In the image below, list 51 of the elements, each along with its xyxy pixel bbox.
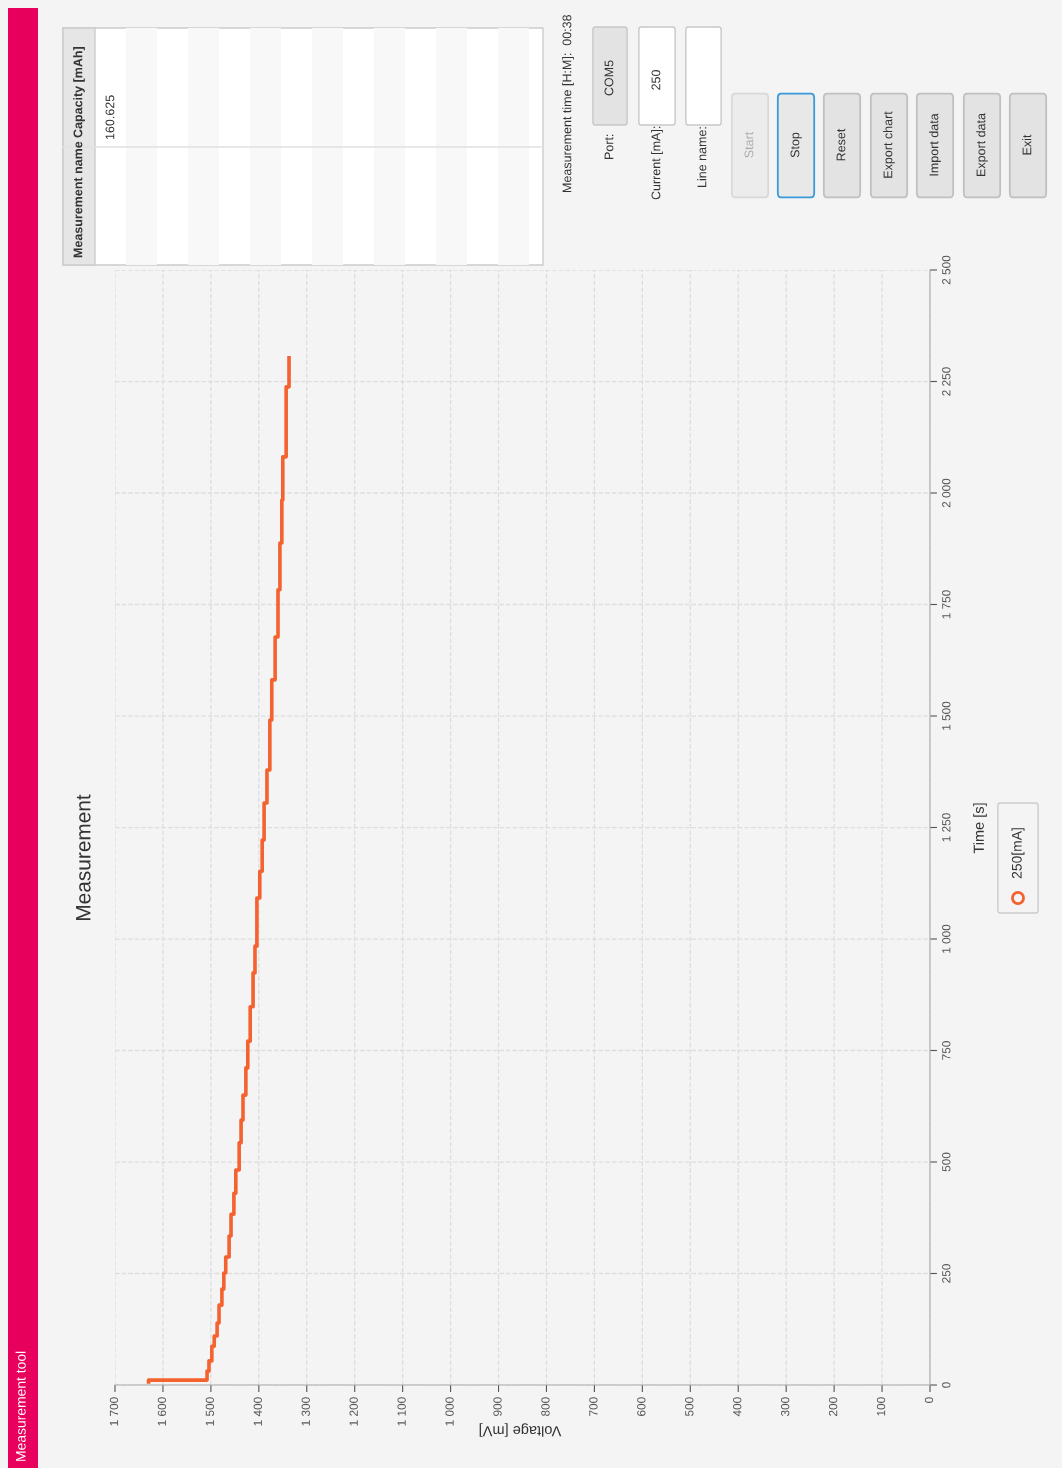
- line-series: [146, 356, 291, 1384]
- x-tick-label: 1 300: [301, 1397, 310, 1426]
- text: Measurement: [76, 794, 91, 920]
- x-tick-label: 1 700: [109, 1397, 119, 1426]
- y-tick-label: 2 000: [942, 478, 951, 508]
- text: Reset: [836, 128, 846, 161]
- x-tick-label: 300: [780, 1397, 790, 1417]
- text: 160.625: [105, 95, 115, 140]
- text: Import data: [929, 113, 941, 176]
- text: Export chart: [883, 111, 895, 178]
- text: Measurement name: [73, 141, 83, 258]
- y-tick-label: 1 250: [942, 813, 951, 842]
- x-tick-label: 600: [637, 1397, 646, 1416]
- text: Current [mA]:: [651, 126, 663, 200]
- y-tick-label: 250: [942, 1264, 951, 1283]
- text: Export data: [976, 113, 988, 176]
- y-tick-label: 2 250: [942, 367, 951, 396]
- x-tick-label: 700: [589, 1397, 598, 1416]
- x-axis-title: Voltage [mV]: [479, 1423, 562, 1437]
- x-tick-label: 200: [828, 1397, 838, 1416]
- y-tick-label: 1 750: [942, 590, 951, 619]
- y-axis-title: Time [s]: [973, 803, 987, 854]
- x-tick-label: 400: [733, 1397, 742, 1417]
- text: COM5: [604, 60, 614, 96]
- text: Stop: [790, 132, 802, 158]
- text: Port:: [604, 134, 614, 159]
- x-tick-label: 0: [924, 1397, 934, 1403]
- text: 250[mA]: [1011, 828, 1025, 879]
- x-tick-label: 1 400: [253, 1397, 262, 1426]
- text: Measurement tool: [15, 1351, 26, 1461]
- x-tick-label: 500: [685, 1397, 694, 1417]
- x-tick-label: 1 200: [349, 1397, 358, 1426]
- y-tick-label: 0: [942, 1382, 951, 1388]
- y-tick-label: 1 500: [942, 701, 951, 730]
- x-tick-label: 1 000: [445, 1397, 454, 1426]
- text: 250: [651, 70, 661, 90]
- y-tick-label: 2 500: [942, 255, 951, 285]
- text: Exit: [1022, 134, 1032, 155]
- text: Line name:: [697, 127, 707, 187]
- x-tick-label: 1 100: [397, 1397, 406, 1426]
- y-tick-label: 750: [942, 1041, 951, 1060]
- x-tick-label: 800: [541, 1397, 550, 1416]
- y-tick-label: 500: [942, 1152, 951, 1172]
- x-tick-label: 1 500: [205, 1397, 215, 1426]
- y-tick-label: 1 000: [942, 924, 951, 953]
- text: Capacity [mAh]: [73, 47, 85, 138]
- x-tick-label: 900: [493, 1397, 502, 1416]
- x-tick-label: 1 600: [157, 1397, 167, 1426]
- x-tick-label: 100: [876, 1397, 886, 1416]
- text: Start: [744, 131, 754, 158]
- text: Measurement time [H:M]: 00:38: [562, 15, 574, 192]
